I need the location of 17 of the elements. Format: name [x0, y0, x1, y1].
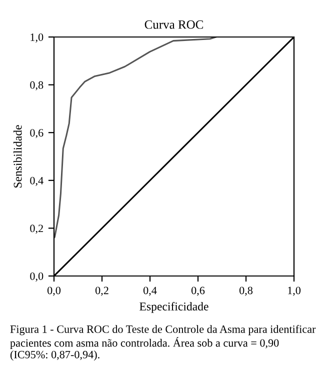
x-tick-label: 0,8	[239, 286, 253, 296]
y-tick-label: 0,6	[30, 129, 44, 138]
y-tick-label: 0,0	[30, 272, 44, 282]
x-tick-label: 0,2	[95, 286, 108, 296]
x-axis-title: Especificidade	[140, 302, 208, 313]
chart-title: Curva ROC	[144, 20, 203, 29]
x-tick-label: 0,0	[47, 286, 61, 296]
x-tick-label: 1,0	[288, 286, 301, 296]
text: Figura 1 - Curva ROC do Teste de Controle da Asma para identificar pacientes com asma não controlada. Área sob a curva = 0,90 (IC95%: 0,87-0,94).	[10, 325, 316, 361]
y-tick-label: 1,0	[30, 33, 44, 43]
line-series	[54, 37, 217, 239]
y-axis-title: Sensibilidade	[13, 125, 22, 188]
x-tick-label: 0,6	[191, 286, 205, 296]
y-tick-label: 0,4	[30, 176, 44, 186]
y-tick-label: 0,2	[30, 224, 43, 234]
x-tick-label: 0,4	[143, 286, 157, 296]
y-tick-label: 0,8	[30, 81, 44, 90]
